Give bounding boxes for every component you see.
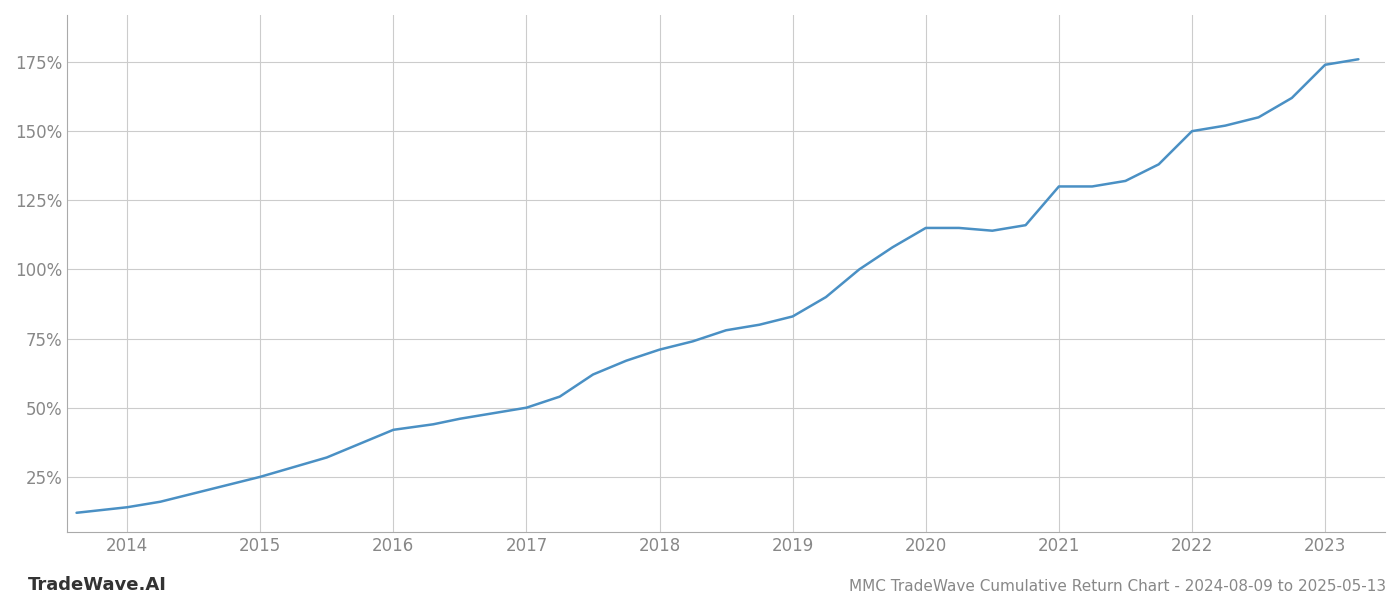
Text: TradeWave.AI: TradeWave.AI (28, 576, 167, 594)
Text: MMC TradeWave Cumulative Return Chart - 2024-08-09 to 2025-05-13: MMC TradeWave Cumulative Return Chart - … (848, 579, 1386, 594)
